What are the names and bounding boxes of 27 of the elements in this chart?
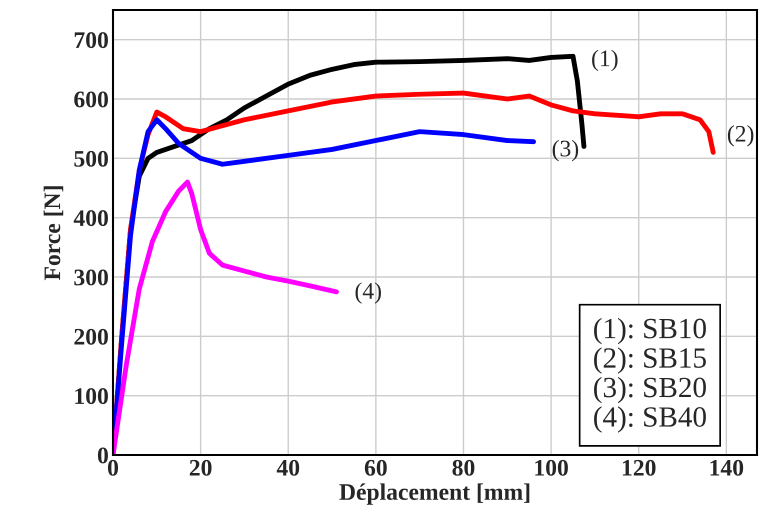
y-tick-label: 500 <box>74 150 108 167</box>
y-axis-title: Force [N] <box>44 186 64 280</box>
y-tick-label: 100 <box>75 388 108 404</box>
annotation: (4): SB40 <box>594 406 706 433</box>
annotation: (3) <box>552 140 578 162</box>
y-tick-label: 200 <box>74 328 108 345</box>
x-tick-label: 140 <box>710 460 744 476</box>
line-series <box>113 180 339 455</box>
x-tick-label: 40 <box>276 460 300 476</box>
annotation: (1): SB10 <box>594 318 706 344</box>
y-tick-label: 0 <box>98 447 108 464</box>
x-tick-label: 0 <box>108 460 118 476</box>
x-tick-label: 100 <box>535 460 568 476</box>
y-tick-label: 400 <box>74 210 108 226</box>
x-tick-label: 20 <box>190 460 212 476</box>
annotation: (3): SB20 <box>594 376 706 404</box>
annotation: (4) <box>356 282 381 304</box>
x-axis-title: Déplacement [mm] <box>339 483 530 505</box>
x-tick-label: 60 <box>364 460 387 476</box>
annotation: (2) <box>728 125 754 147</box>
x-tick-label: 80 <box>452 460 474 476</box>
y-tick-label: 700 <box>74 32 108 48</box>
y-tick-label: 300 <box>74 269 108 286</box>
annotation: (2): SB15 <box>594 347 706 374</box>
y-tick-label: 600 <box>74 91 108 108</box>
x-tick-label: 120 <box>622 460 656 476</box>
annotation: (1) <box>592 50 618 72</box>
